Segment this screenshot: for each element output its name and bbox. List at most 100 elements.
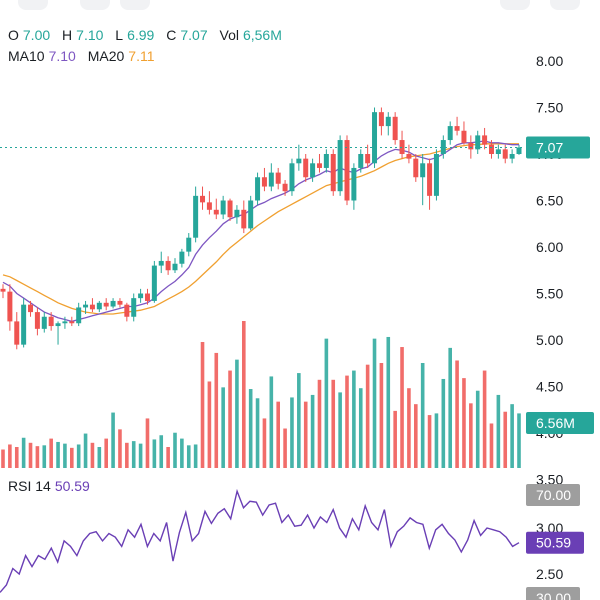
candle-body <box>316 163 322 168</box>
candle-body <box>83 304 89 308</box>
candle-body <box>385 116 391 127</box>
volume-bar <box>207 381 212 468</box>
candle <box>34 307 40 336</box>
candle-body <box>117 300 123 305</box>
volume-bar <box>166 447 170 468</box>
volume-bar <box>427 415 432 468</box>
candle-body <box>488 144 494 154</box>
volume-bar <box>131 441 136 468</box>
candle-body <box>103 302 109 307</box>
candle <box>0 284 6 299</box>
candle <box>289 158 295 196</box>
candle <box>83 300 89 314</box>
candle-body <box>310 163 316 178</box>
candle <box>165 256 171 275</box>
volume-bar <box>193 444 198 468</box>
volume-bar <box>310 394 315 468</box>
candle-body <box>433 154 439 196</box>
candle <box>41 312 47 333</box>
candle-body <box>365 154 371 164</box>
volume-bar <box>434 413 439 468</box>
candle-body <box>468 142 474 150</box>
volume-bar <box>221 387 225 468</box>
volume-bar <box>407 388 411 468</box>
candle-body <box>454 126 460 131</box>
volume-bar <box>235 359 239 468</box>
volume-bar <box>317 379 322 468</box>
candle-body <box>268 172 274 187</box>
volume-bar <box>180 438 184 468</box>
volume-bar <box>393 410 397 468</box>
rsi-value-tag: 50.59 <box>526 531 584 554</box>
candle-body <box>220 200 226 215</box>
candle-body <box>289 163 295 192</box>
candle <box>509 149 515 164</box>
last-price-tag: 7.07 <box>526 136 590 159</box>
volume-bar <box>28 442 33 468</box>
price-tick-label: 5.00 <box>536 332 563 348</box>
candle-body <box>200 195 206 203</box>
volume-bar <box>186 445 191 468</box>
candle-body <box>179 251 185 264</box>
volume-bar <box>1 449 5 468</box>
candle <box>447 121 453 145</box>
candle <box>303 154 309 182</box>
toolbar-button[interactable] <box>80 0 110 10</box>
candle-body <box>41 316 47 329</box>
candle-body <box>447 126 453 141</box>
volume-bar <box>290 397 294 468</box>
candle-body <box>330 154 336 192</box>
candle <box>200 186 206 210</box>
last-price-tag-text: 7.07 <box>536 139 563 155</box>
rsi-overbought-tag-text: 70.00 <box>536 487 571 503</box>
price-tick-label: 3.50 <box>536 472 563 488</box>
candle <box>69 316 75 327</box>
volume-bar <box>97 447 102 468</box>
candle <box>28 300 34 317</box>
candle-body <box>372 112 378 164</box>
rsi-value: 50.59 <box>54 478 90 494</box>
rsi-value-tag-bg <box>526 531 584 554</box>
candle <box>433 149 439 201</box>
candle <box>7 284 13 331</box>
toolbar-button[interactable] <box>550 0 580 10</box>
candle-body <box>227 200 233 218</box>
volume-bar <box>145 418 150 468</box>
candle <box>413 154 419 182</box>
candle <box>475 130 481 154</box>
volume-bar <box>283 428 287 468</box>
ohlc-legend: O 7.00 H 7.10 L 6.99 C 7.07 Vol 6,56M <box>8 27 290 43</box>
toolbar-button[interactable] <box>120 0 150 10</box>
volume-bar <box>517 413 521 468</box>
volume-bar <box>475 390 480 468</box>
candle <box>282 180 288 196</box>
candle <box>427 158 433 210</box>
candle <box>495 144 501 159</box>
candle <box>227 198 233 221</box>
candle <box>406 144 412 164</box>
rsi-line <box>0 488 520 593</box>
toolbar-button[interactable] <box>18 0 48 10</box>
toolbar-button[interactable] <box>500 0 530 10</box>
candle <box>124 302 130 322</box>
rsi-tick-label: 2.50 <box>536 566 563 582</box>
low-label: L <box>115 27 124 43</box>
volume-bar <box>358 388 363 468</box>
low-value: 6.99 <box>127 27 155 43</box>
candle <box>55 321 61 345</box>
volume-bar <box>276 401 280 468</box>
last-volume-tag-text: 6.56M <box>536 415 575 431</box>
candle-body <box>427 163 433 196</box>
volume-bars <box>1 321 521 468</box>
candle-body <box>21 304 27 345</box>
volume-bar <box>503 411 508 468</box>
volume-bar <box>338 392 342 468</box>
candle <box>96 300 102 313</box>
candle <box>399 130 405 159</box>
last-volume-tag: 6.56M <box>526 412 594 434</box>
candle-body <box>475 135 481 150</box>
candle <box>482 127 488 150</box>
candle <box>261 167 267 192</box>
candle-body <box>0 288 6 292</box>
